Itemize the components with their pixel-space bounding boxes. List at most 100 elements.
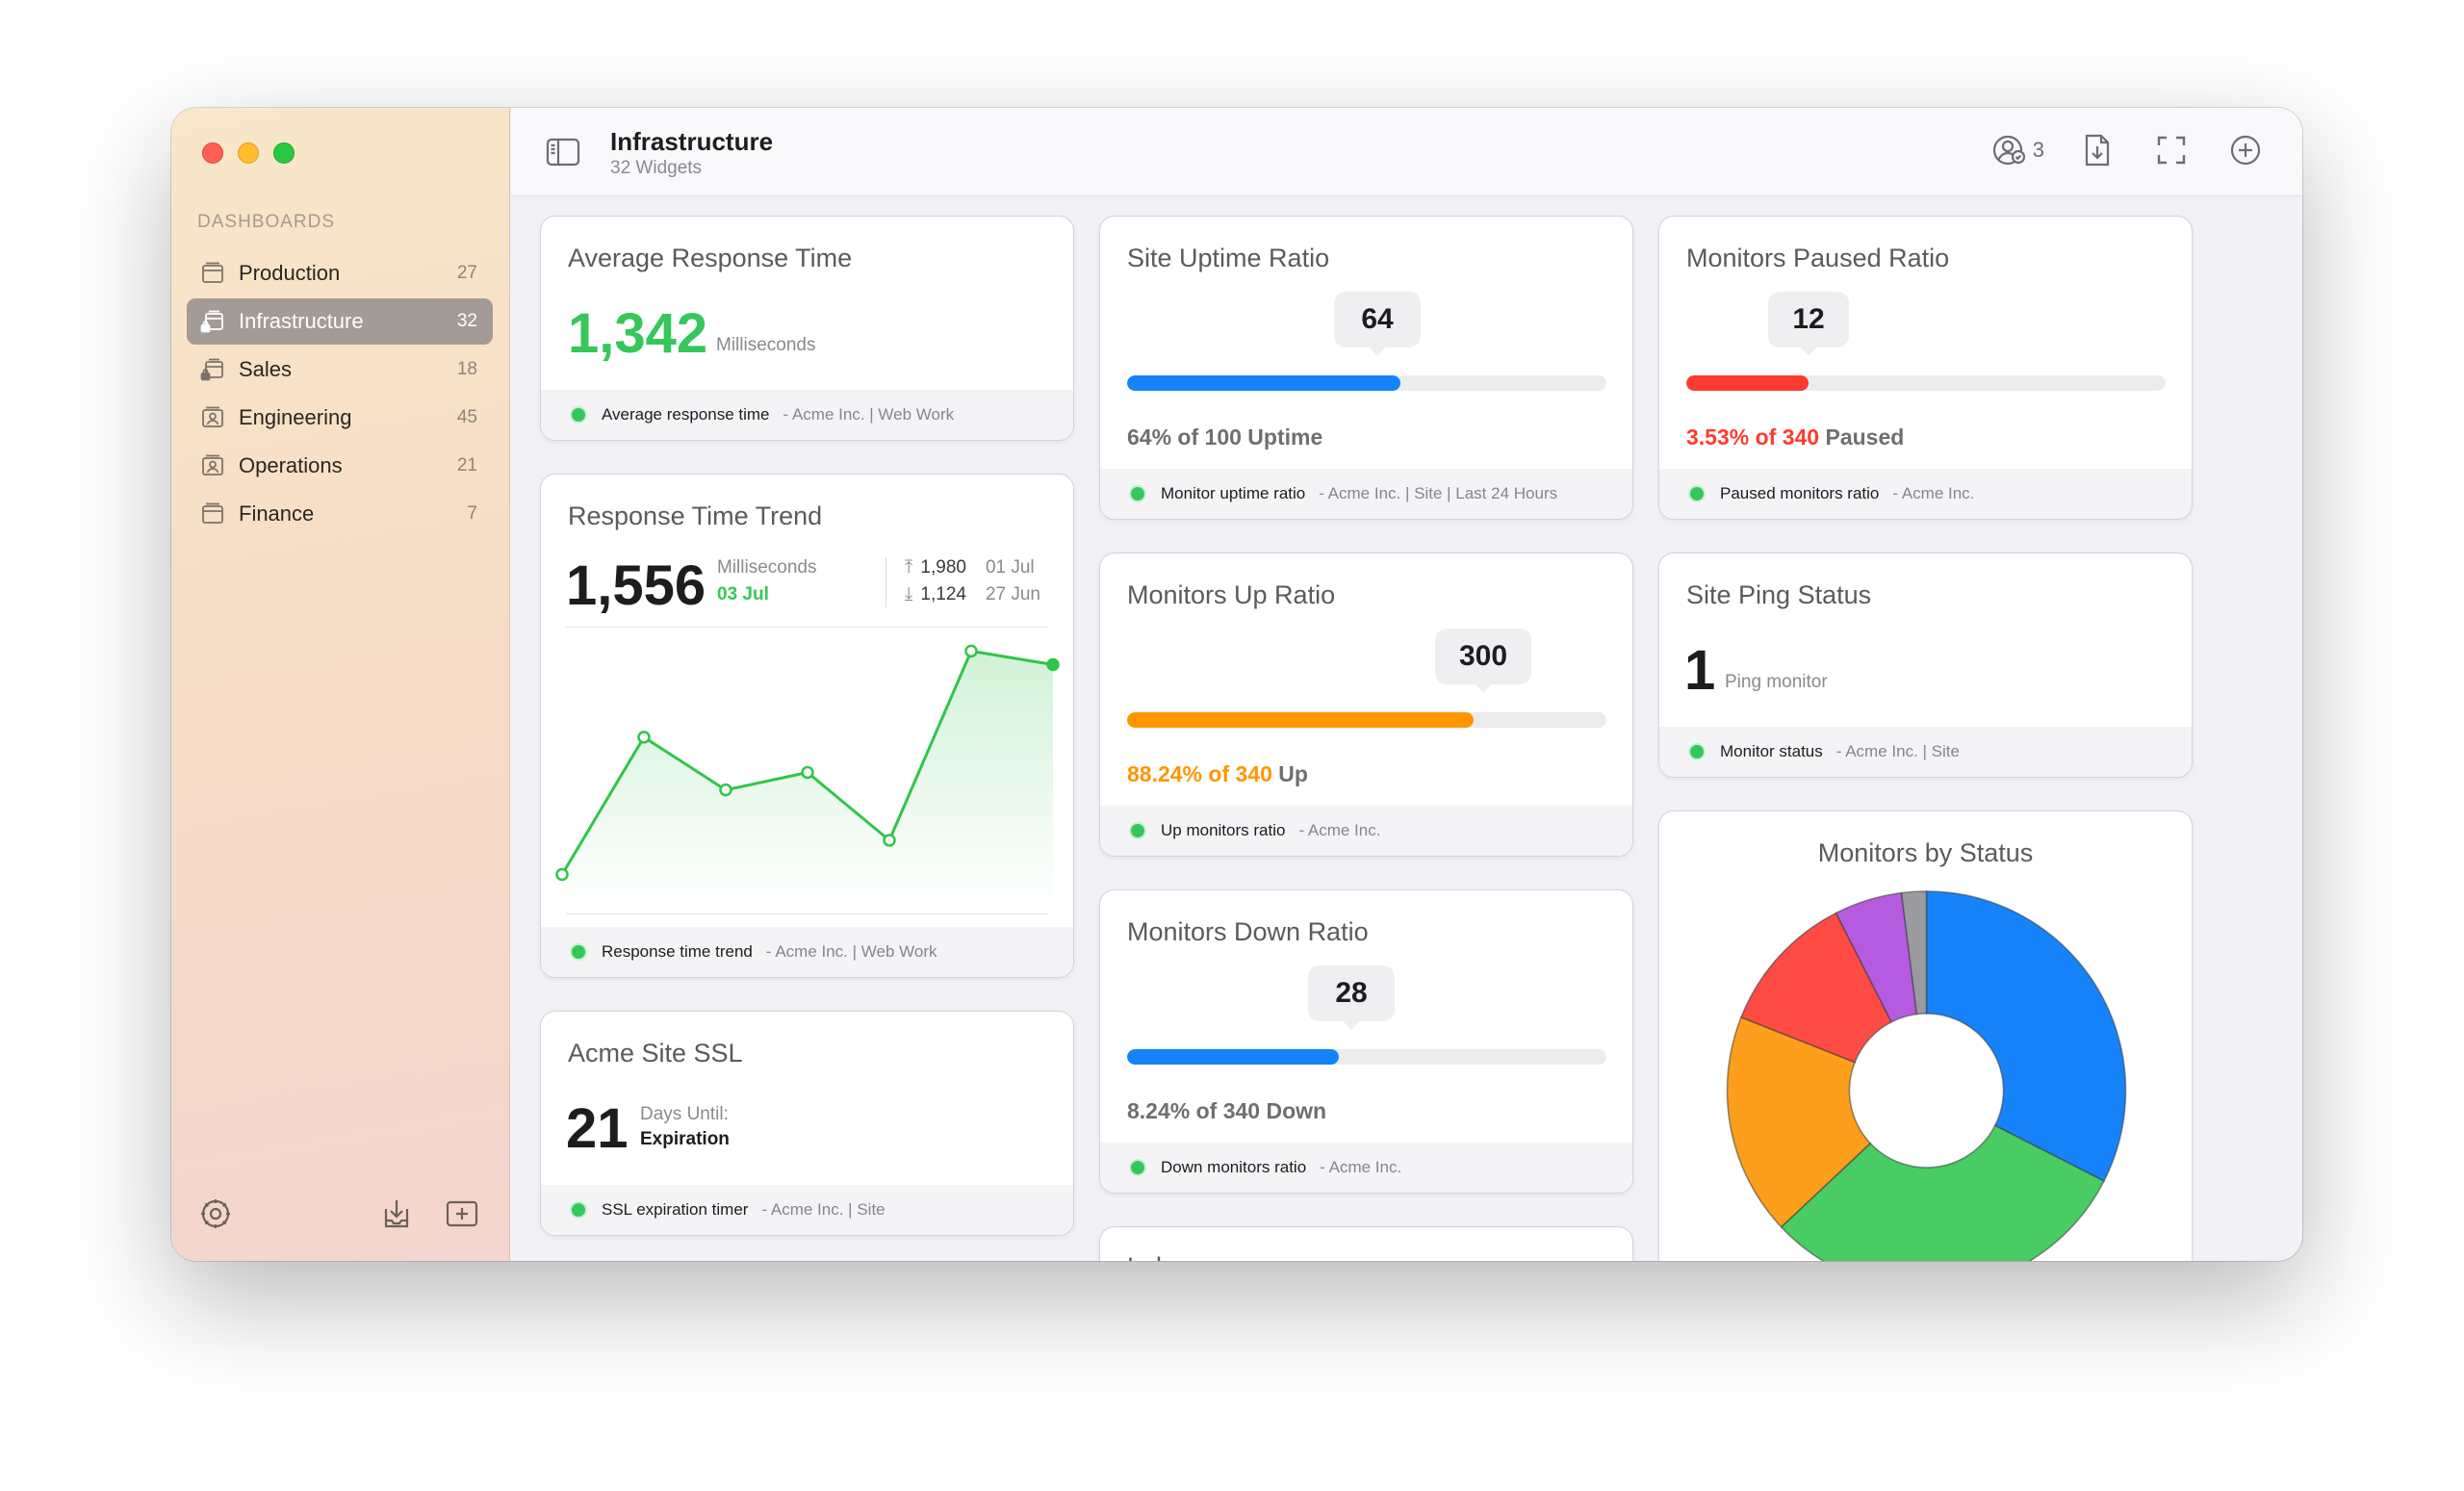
trend-high: ⤒ 1,980 01 Jul xyxy=(905,557,1035,578)
trend-point[interactable] xyxy=(801,765,814,780)
ratio-text: 64% of 100 Uptime xyxy=(1127,424,1323,450)
sidebar-item-label: Engineering xyxy=(239,405,352,429)
status-dot xyxy=(570,1201,587,1219)
card-title: Site Uptime Ratio xyxy=(1127,244,1330,272)
widget-count: 32 Widgets xyxy=(610,158,703,178)
chart-top-rule xyxy=(566,627,1048,628)
card-title: Acme Site SSL xyxy=(568,1039,743,1067)
value-bubble: 300 xyxy=(1435,629,1531,693)
trend-unit: Milliseconds xyxy=(717,557,817,578)
card-title: Monitors by Status xyxy=(1817,838,2034,867)
sidebar-footer xyxy=(197,1195,486,1234)
card-title: Monitors Down Ratio xyxy=(1127,917,1369,946)
trend-point[interactable] xyxy=(719,783,732,797)
donut-slice[interactable] xyxy=(1739,912,1893,1064)
footer-meta: - Acme Inc. | Site | Last 24 Hours xyxy=(1319,484,1558,502)
ratio-text: 3.53% of 340 Paused xyxy=(1686,424,1904,450)
minimize-window-button[interactable] xyxy=(238,142,259,164)
status-dot xyxy=(1688,485,1706,502)
donut-slice[interactable] xyxy=(1780,1124,2106,1261)
trend-value: 1,556 xyxy=(566,554,706,617)
footer-meta: - Acme Inc. | Web Work xyxy=(765,942,937,961)
status-dot xyxy=(570,943,587,961)
sidebar-item-label: Sales xyxy=(239,357,293,381)
add-dashboard-icon[interactable] xyxy=(444,1195,480,1232)
footer-meta: - Acme Inc. | Web Work xyxy=(783,405,955,424)
status-dot xyxy=(1688,743,1706,760)
ssl-days-value: 21 xyxy=(566,1097,629,1160)
progress-fill xyxy=(1686,375,1810,391)
progress-track xyxy=(1686,375,2166,391)
person-icon xyxy=(200,405,225,430)
footer-meta: - Acme Inc. | Site xyxy=(761,1200,886,1219)
card-footer: SSL expiration timer - Acme Inc. | Site xyxy=(541,1185,1073,1235)
sidebar-item-count: 21 xyxy=(456,455,477,476)
arrow-down-icon: ⤓ xyxy=(905,584,913,604)
trend-date: 03 Jul xyxy=(717,584,769,604)
import-tray-icon[interactable] xyxy=(378,1195,415,1232)
ratio-rest: Up xyxy=(1271,761,1308,786)
sidebar-item-engineering[interactable]: Engineering 45 xyxy=(187,395,493,441)
page-title: Infrastructure xyxy=(610,127,774,156)
sidebar-item-label: Infrastructure xyxy=(239,309,364,333)
tray-icon xyxy=(200,261,225,286)
value-bubble: 64 xyxy=(1334,292,1421,356)
export-document-icon[interactable] xyxy=(2083,133,2118,167)
donut-slice[interactable] xyxy=(1925,890,2127,1183)
progress-track xyxy=(1127,712,1606,728)
average-response-value: 1,342 xyxy=(568,302,708,365)
donut-slice[interactable] xyxy=(1726,1015,1872,1228)
trend-low: ⤓ 1,124 27 Jun xyxy=(905,584,1040,605)
trend-point[interactable] xyxy=(1046,657,1060,672)
site-uptime-card[interactable]: Site Uptime Ratio 64 64% of 100 Uptime M… xyxy=(1099,216,1633,520)
monitors-by-status-card[interactable]: Monitors by Status xyxy=(1658,810,2193,1261)
trend-low-value: 1,124 xyxy=(920,584,966,604)
sidebar-item-count: 7 xyxy=(467,503,477,524)
donut-slice[interactable] xyxy=(1900,890,1928,1015)
collaborators-button[interactable]: 3 xyxy=(1992,134,2044,167)
card-footer: Paused monitors ratio - Acme Inc. xyxy=(1659,469,2192,519)
trend-high-value: 1,980 xyxy=(920,557,966,578)
sidebar-item-count: 32 xyxy=(456,311,477,331)
status-dot xyxy=(1129,822,1146,839)
monitors-up-card[interactable]: Monitors Up Ratio 300 88.24% of 340 Up U… xyxy=(1099,553,1633,857)
ssl-label-bottom: Expiration xyxy=(640,1129,730,1149)
progress-track xyxy=(1127,1049,1606,1065)
sidebar-item-operations[interactable]: Operations 21 xyxy=(187,443,493,489)
window-controls xyxy=(202,142,295,164)
sidebar-item-production[interactable]: Production 27 xyxy=(187,250,493,296)
ping-value: 1 xyxy=(1684,639,1716,702)
ssl-card[interactable]: Acme Site SSL 21 Days Until: Expiration … xyxy=(540,1011,1074,1236)
trend-point[interactable] xyxy=(964,644,978,658)
partial-card[interactable]: Lab... xyxy=(1099,1226,1633,1261)
card-footer: Response time trend - Acme Inc. | Web Wo… xyxy=(541,927,1073,977)
trend-point[interactable] xyxy=(883,834,896,847)
sidebar-item-finance[interactable]: Finance 7 xyxy=(187,491,493,537)
tray-lock-icon xyxy=(200,309,225,334)
average-response-unit: Milliseconds xyxy=(716,335,816,355)
zoom-window-button[interactable] xyxy=(273,142,295,164)
site-ping-card[interactable]: Site Ping Status 1 Ping monitor Monitor … xyxy=(1658,553,2193,778)
ratio-highlight: 88.24% of 340 xyxy=(1127,761,1272,786)
settings-gear-icon[interactable] xyxy=(197,1195,234,1232)
trend-point[interactable] xyxy=(637,731,651,744)
trend-point[interactable] xyxy=(555,867,569,882)
toggle-sidebar-icon[interactable] xyxy=(546,138,580,167)
trend-area xyxy=(562,651,1053,910)
monitors-down-card[interactable]: Monitors Down Ratio 28 8.24% of 340 Down… xyxy=(1099,889,1633,1194)
response-trend-card[interactable]: Response Time Trend 1,556 Milliseconds 0… xyxy=(540,474,1074,978)
add-widget-icon[interactable] xyxy=(2229,133,2264,167)
sidebar-item-infrastructure[interactable]: Infrastructure 32 xyxy=(187,298,493,345)
fullscreen-icon[interactable] xyxy=(2156,133,2191,167)
progress-fill xyxy=(1127,1049,1340,1065)
arrow-up-icon: ⤒ xyxy=(905,557,913,578)
footer-label: SSL expiration timer xyxy=(602,1200,749,1219)
close-window-button[interactable] xyxy=(202,142,223,164)
status-dot xyxy=(570,406,587,424)
progress-fill xyxy=(1127,712,1474,728)
sidebar-item-sales[interactable]: Sales 18 xyxy=(187,347,493,393)
card-title: Lab... xyxy=(1127,1252,1193,1261)
dashboard-list: Production 27 Infrastructure 32 Sales 18 Engin… xyxy=(187,250,493,539)
average-response-card[interactable]: Average Response Time 1,342 Milliseconds… xyxy=(540,216,1074,441)
monitors-paused-card[interactable]: Monitors Paused Ratio 12 3.53% of 340 Pa… xyxy=(1658,216,2193,520)
